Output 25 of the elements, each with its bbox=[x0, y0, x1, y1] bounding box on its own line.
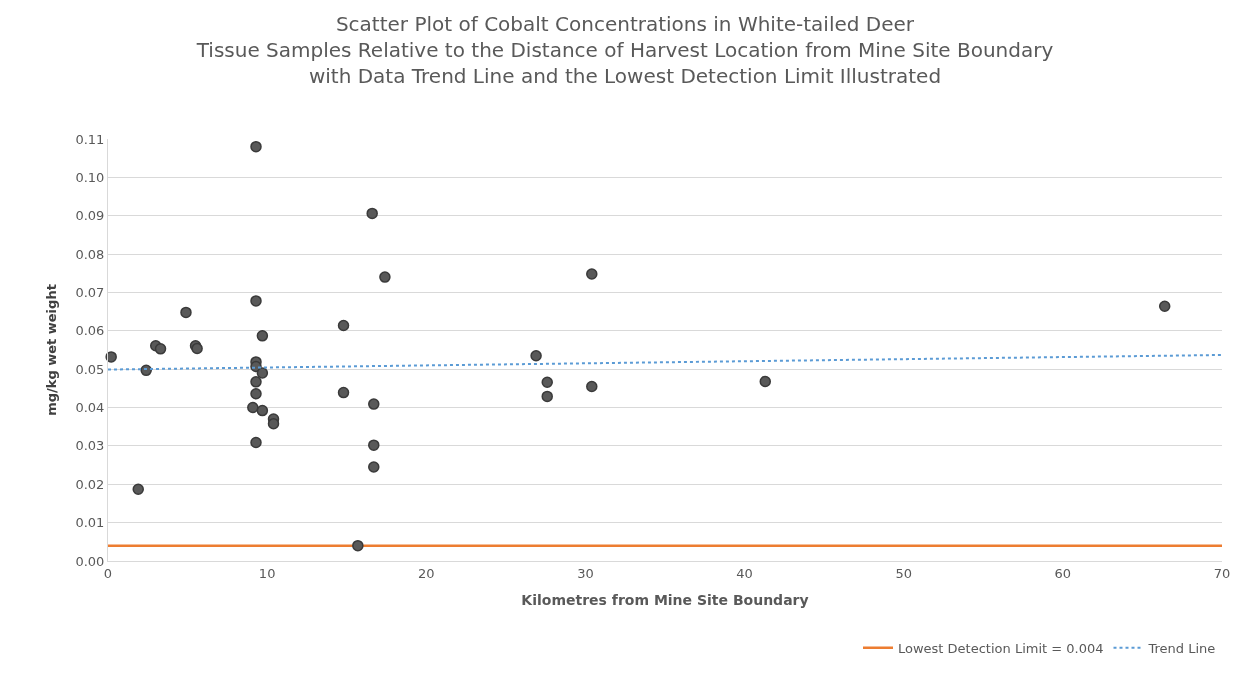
y-tick-label: 0.00 bbox=[75, 553, 105, 569]
y-tick-label: 0.01 bbox=[75, 515, 105, 531]
x-tick-label: 40 bbox=[736, 565, 753, 581]
y-tick-label: 0.05 bbox=[75, 361, 105, 377]
y-tick-label: 0.09 bbox=[75, 208, 105, 224]
x-tick-label: 50 bbox=[895, 565, 912, 581]
x-tick-label: 60 bbox=[1054, 565, 1072, 581]
y-tick-label: 0.02 bbox=[75, 476, 105, 492]
y-tick-label: 0.11 bbox=[75, 131, 105, 147]
x-tick-label: 70 bbox=[1213, 565, 1231, 581]
x-tick-label: 10 bbox=[258, 565, 276, 581]
y-tick-label: 0.06 bbox=[75, 323, 105, 339]
x-axis-title: Kilometres from Mine Site Boundary bbox=[521, 591, 809, 608]
chart-title: Scatter Plot of Cobalt Concentrations in White-tailed Deer Tissue Samples Relative to the Distance of Harvest Location from Mine Site Boundary with Data Trend Line and the Lowest Detection Limit Illustrated bbox=[195, 11, 1054, 88]
x-tick-label: 0 bbox=[103, 565, 113, 581]
y-tick-label: 0.08 bbox=[75, 246, 105, 262]
y-axis-title: mg/kg wet weight bbox=[44, 284, 60, 416]
legend-label: Trend Line bbox=[1147, 640, 1216, 656]
x-tick-label: 30 bbox=[577, 565, 594, 581]
y-tick-label: 0.04 bbox=[75, 400, 105, 416]
y-tick-label: 0.07 bbox=[75, 285, 105, 300]
y-tick-label: 0.10 bbox=[75, 169, 105, 185]
x-tick-label: 20 bbox=[418, 565, 435, 581]
y-tick-label: 0.03 bbox=[75, 438, 105, 454]
legend-label: Lowest Detection Limit = 0.004 bbox=[898, 640, 1104, 656]
